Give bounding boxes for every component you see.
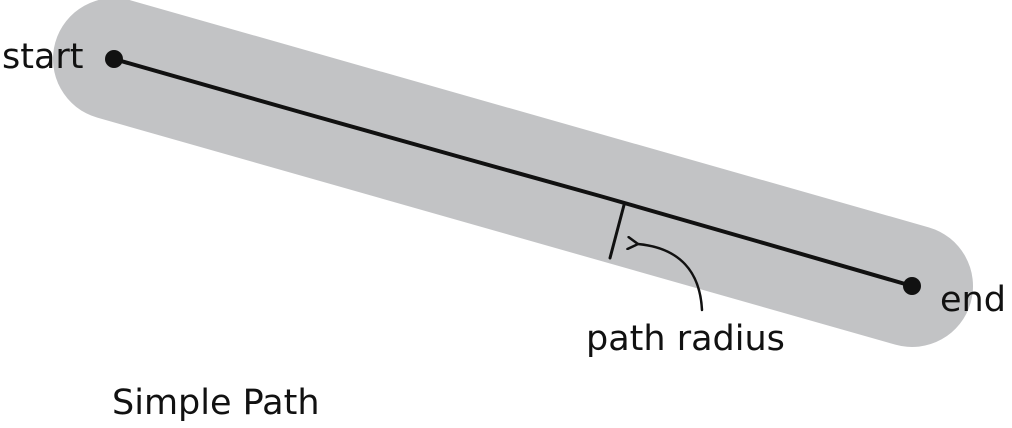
end-point (903, 277, 921, 295)
radius-tick (608, 203, 626, 260)
path-centerline (112, 57, 914, 288)
radius-arrow (638, 244, 704, 312)
path-radius-label: path radius (586, 319, 785, 359)
diagram-caption: Simple Path (112, 383, 320, 423)
start-label: start (2, 37, 84, 77)
end-label: end (940, 280, 1006, 320)
start-point (105, 50, 123, 68)
